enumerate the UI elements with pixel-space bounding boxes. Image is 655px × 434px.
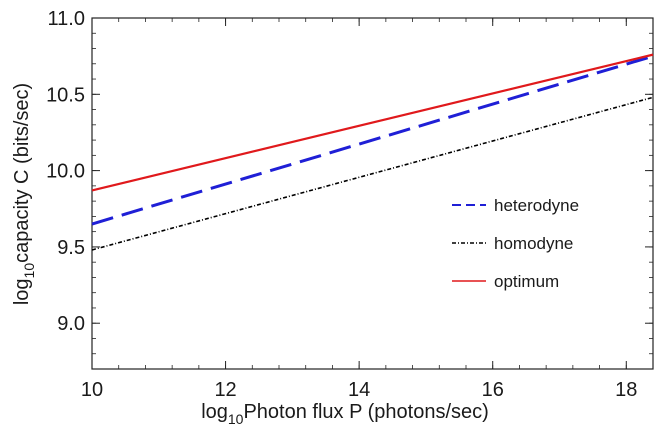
y-axis-title-text: capacity C (bits/sec) <box>11 83 33 263</box>
plot-frame <box>91 17 654 370</box>
legend-label-optimum: optimum <box>494 272 559 291</box>
x-tick-label: 14 <box>348 379 370 401</box>
legend-label-homodyne: homodyne <box>494 234 573 253</box>
legend-item-homodyne: homodyne <box>452 234 573 253</box>
y-axis-title-subscript: 10 <box>21 263 37 279</box>
x-tick-label: 10 <box>81 379 103 401</box>
y-tick-label: 9.0 <box>57 313 85 335</box>
x-axis-title-subscript: 10 <box>228 411 244 427</box>
y-tick-label: 11.0 <box>48 8 85 30</box>
y-tick-label: 10.0 <box>46 161 85 183</box>
x-tick-label: 18 <box>615 379 637 401</box>
legend-item-optimum: optimum <box>452 272 559 291</box>
y-tick-label: 9.5 <box>57 237 85 259</box>
legend-item-heterodyne: heterodyne <box>452 196 579 215</box>
x-tick-label: 16 <box>482 379 504 401</box>
x-axis-title-prefix: log <box>201 401 228 423</box>
series-line-heterodyne <box>91 54 654 226</box>
y-axis-title: log10capacity C (bits/sec) <box>11 83 37 305</box>
x-axis-title: log10Photon flux P (photons/sec) <box>201 401 489 427</box>
series-line-homodyne <box>91 96 654 251</box>
series-line-optimum <box>91 53 654 192</box>
y-axis-title-prefix: log <box>11 278 33 305</box>
axis-ticks: 10 12 14 16 18 9.0 9.5 10.0 10.5 11.0 <box>46 8 654 401</box>
series-layer <box>91 53 654 251</box>
legend-box <box>446 185 610 295</box>
x-tick-label: 12 <box>214 379 236 401</box>
legend: heterodyne homodyne optimum <box>446 185 610 295</box>
y-tick-label: 10.5 <box>46 84 85 106</box>
x-axis-title-text: Photon flux P (photons/sec) <box>243 401 488 423</box>
legend-label-heterodyne: heterodyne <box>494 196 579 215</box>
